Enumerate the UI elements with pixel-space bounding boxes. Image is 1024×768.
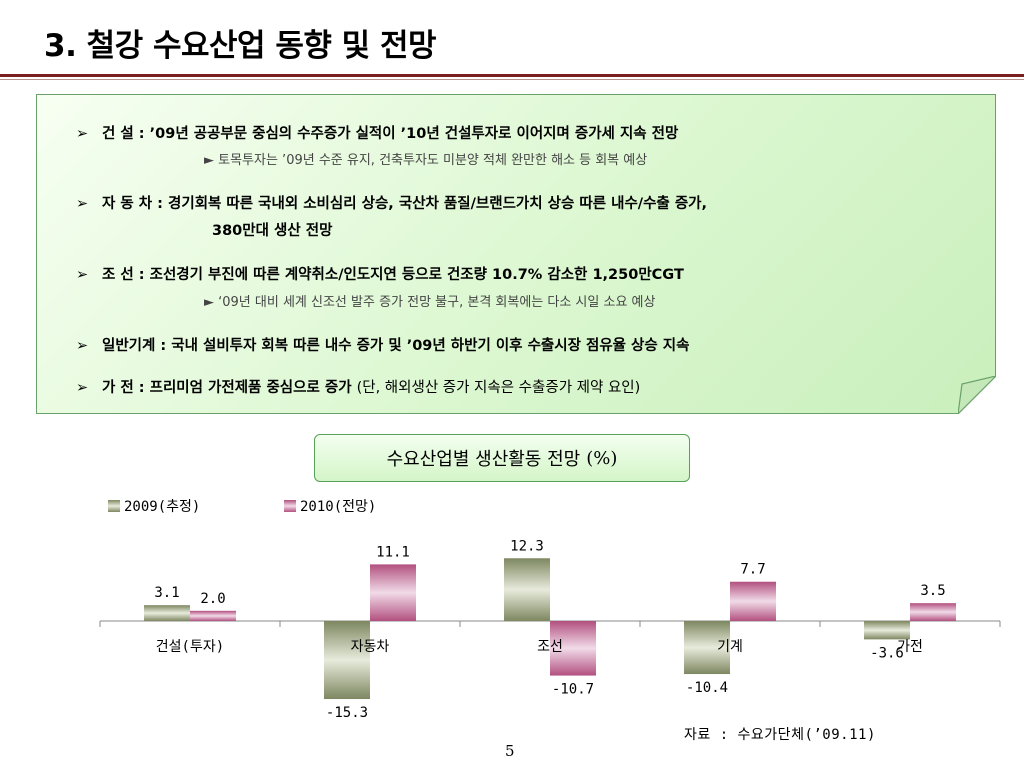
bullet-text: 경기회복 따른 국내외 소비심리 상승, 국산차 품질/브랜드가치 상승 따른 …: [162, 196, 708, 212]
data-label: 3.1: [154, 585, 179, 601]
data-label: 3.5: [920, 583, 945, 599]
data-label: 2.0: [200, 591, 225, 607]
bar-2010: [190, 610, 236, 621]
data-label: -3.6: [870, 645, 904, 661]
chart-title-box: 수요산업별 생산활동 전망 (%): [314, 434, 690, 482]
bullet-arrow-icon: ➢: [76, 267, 89, 283]
bullet-arrow-icon: ➢: [76, 338, 89, 354]
data-label: 7.7: [740, 562, 765, 578]
bullet-automobile: ➢ 자 동 차 : 경기회복 따른 국내외 소비심리 상승, 국산차 품질/브랜드…: [76, 192, 707, 213]
source-note: 자료 : 수요가단체(’09.11): [684, 727, 876, 743]
bullet-label: 자 동 차 :: [102, 196, 163, 212]
bar-2009: [144, 605, 190, 621]
legend-swatch: [284, 500, 296, 512]
bullet-appliances: ➢ 가 전 : 프리미엄 가전제품 중심으로 증가 (단, 해외생산 증가 지속은…: [76, 376, 640, 397]
category-label: 조선: [537, 639, 563, 655]
bar-2009: [504, 558, 550, 621]
bar-2009: [684, 621, 730, 675]
category-label: 건설(투자): [156, 639, 224, 655]
bar-2009: [864, 621, 910, 640]
bullet-text: ’09년 공공부문 중심의 수주증가 실적이 ’10년 건설투자로 이어지며 증…: [144, 126, 679, 142]
page-title: 3. 철강 수요산업 동향 및 전망: [44, 28, 437, 64]
bar-2009: [324, 621, 370, 700]
category-label: 자동차: [351, 639, 390, 655]
bullet-shipbuilding: ➢ 조 선 : 조선경기 부진에 따른 계약취소/인도지연 등으로 건조량 10.…: [76, 263, 684, 284]
bullet-arrow-icon: ➢: [76, 126, 89, 142]
bullet-text: 조선경기 부진에 따른 계약취소/인도지연 등으로 건조량 10.7% 감소한 …: [144, 267, 684, 283]
title-rule: [0, 74, 1024, 77]
page-number: 5: [505, 742, 515, 760]
legend-swatch: [108, 500, 120, 512]
bullet-arrow-icon: ➢: [76, 196, 89, 212]
legend-label: 2010(전망): [300, 499, 376, 515]
bullet-machinery: ➢ 일반기계 : 국내 설비투자 회복 따른 내수 증가 및 ’09년 하반기 이…: [76, 334, 689, 355]
bullet-text: 국내 설비투자 회복 따른 내수 증가 및 ’09년 하반기 이후 수출시장 점…: [166, 338, 690, 354]
data-label: 12.3: [510, 538, 544, 554]
data-label: 11.1: [376, 544, 410, 560]
bullet-label: 가 전 :: [102, 380, 145, 396]
chart-title-unit: (%): [586, 447, 618, 469]
bullet-continuation: 380만대 생산 전망: [212, 223, 333, 239]
bullet-arrow-icon: ➢: [76, 380, 89, 396]
bullet-label: 조 선 :: [102, 267, 145, 283]
data-label: -10.4: [686, 680, 728, 696]
bullet-subnote: ► ‘09년 대비 세계 신조선 발주 증가 전망 불구, 본격 회복에는 다소…: [204, 295, 656, 310]
bullet-construction: ➢ 건 설 : ’09년 공공부문 중심의 수주증가 실적이 ’10년 건설투자로…: [76, 122, 678, 143]
bullet-text: 프리미엄 가전제품 중심으로 증가: [144, 380, 357, 396]
page-fold-corner: [958, 376, 996, 414]
bar-2010: [550, 621, 596, 676]
bullet-note: (단, 해외생산 증가 지속은 수출증가 제약 요인): [356, 380, 641, 396]
bullet-subnote: ► 토목투자는 ’09년 수준 유지, 건축투자도 미분양 적체 완만한 해소 …: [204, 153, 648, 168]
title-rule-thin: [0, 79, 1024, 80]
data-label: -15.3: [326, 705, 368, 721]
bar-2010: [730, 581, 776, 621]
bar-2010: [910, 603, 956, 621]
category-label: 가전: [897, 639, 923, 655]
summary-panel: [36, 94, 996, 414]
data-label: -10.7: [552, 682, 594, 698]
bullet-label: 일반기계 :: [102, 338, 167, 354]
category-label: 기계: [717, 639, 743, 655]
chart-title: 수요산업별 생산활동 전망: [386, 449, 581, 470]
bullet-label: 건 설 :: [102, 126, 145, 142]
legend-label: 2009(추정): [124, 499, 200, 515]
bar-2010: [370, 564, 416, 621]
